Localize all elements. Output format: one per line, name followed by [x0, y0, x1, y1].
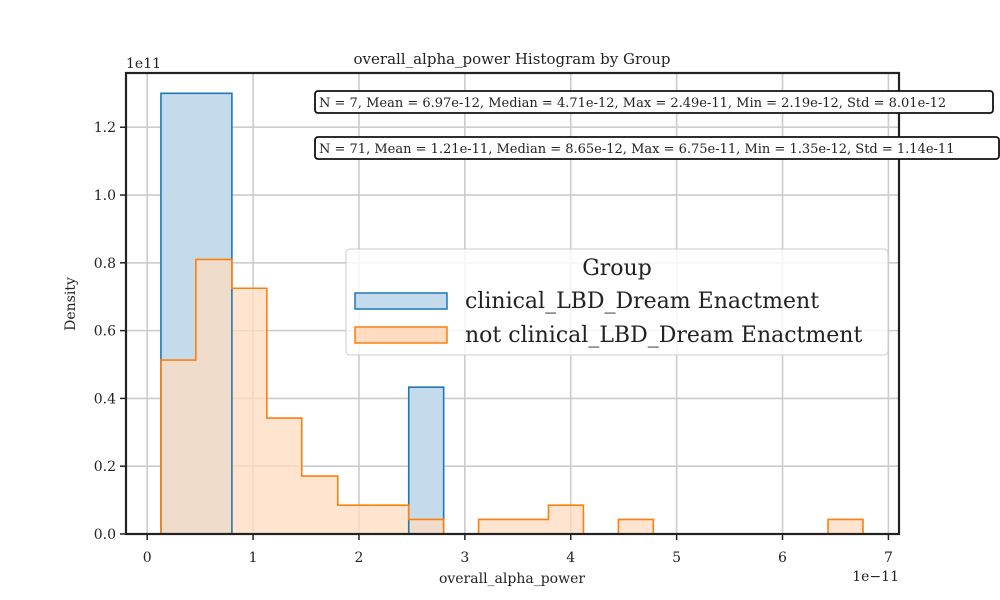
axes: 0 1 2 3 4 5 6 7 0.0 0.2 0.4 0.6 0.8 1.0 1.2: [94, 71, 901, 566]
y-axis-label: Density: [63, 277, 79, 331]
x-tick-label: 0: [143, 550, 152, 566]
legend-label-clinical: clinical_LBD_Dream Enactment: [465, 289, 819, 314]
legend-title: Group: [582, 256, 652, 281]
stats-annotation-2: N = 71, Mean = 1.21e-11, Median = 8.65e-…: [314, 136, 1000, 160]
histogram-bar: [301, 476, 338, 534]
y-tick-label: 1.0: [94, 188, 116, 204]
histogram-bar: [618, 519, 654, 534]
histogram-bar: [513, 519, 549, 534]
x-tick-label: 3: [460, 550, 469, 566]
legend-swatch-clinical: [354, 292, 448, 310]
x-tick-label: 4: [566, 550, 575, 566]
stats-annotation-2-text: N = 71, Mean = 1.21e-11, Median = 8.65e-…: [319, 142, 954, 157]
histogram-bar: [478, 519, 514, 534]
x-tick-label: 5: [672, 550, 681, 566]
y-offset-label: 1e11: [126, 56, 161, 72]
histogram-bar: [408, 387, 444, 534]
x-tick-label: 2: [354, 550, 363, 566]
histogram-bar: [372, 505, 409, 534]
x-tick-label: 7: [884, 550, 893, 566]
histogram-bar: [828, 519, 863, 534]
x-axis-label: overall_alpha_power: [439, 571, 585, 587]
histogram-bars: [160, 92, 864, 535]
histogram-bar: [160, 360, 196, 534]
x-tick-label: 1: [249, 550, 258, 566]
histogram-bar: [231, 288, 267, 534]
y-tick-label: 0.8: [94, 256, 116, 272]
y-tick-label: 0.6: [94, 324, 116, 340]
histogram-bar: [548, 505, 584, 534]
y-tick-label: 0.4: [94, 391, 116, 407]
y-tick-label: 1.2: [94, 120, 116, 136]
x-offset-label: 1e−11: [852, 569, 899, 585]
histogram-bar: [337, 505, 373, 534]
legend-label-not-clinical: not clinical_LBD_Dream Enactment: [465, 323, 862, 348]
x-tick-label: 6: [778, 550, 787, 566]
y-tick-label: 0.2: [94, 459, 116, 475]
histogram-bar: [408, 519, 444, 534]
series-1-bars: [160, 259, 863, 534]
stats-annotation-1-text: N = 7, Mean = 6.97e-12, Median = 4.71e-1…: [319, 96, 946, 111]
stats-annotation-1: N = 7, Mean = 6.97e-12, Median = 4.71e-1…: [314, 90, 994, 114]
histogram-bar: [266, 418, 302, 534]
plot-frame: [124, 71, 901, 536]
legend-swatch-not-clinical: [354, 326, 448, 344]
legend: Group clinical_LBD_Dream Enactment not c…: [345, 248, 889, 356]
histogram-bar: [195, 259, 232, 534]
y-tick-label: 0.0: [94, 527, 116, 543]
chart-title: overall_alpha_power Histogram by Group: [354, 50, 671, 68]
